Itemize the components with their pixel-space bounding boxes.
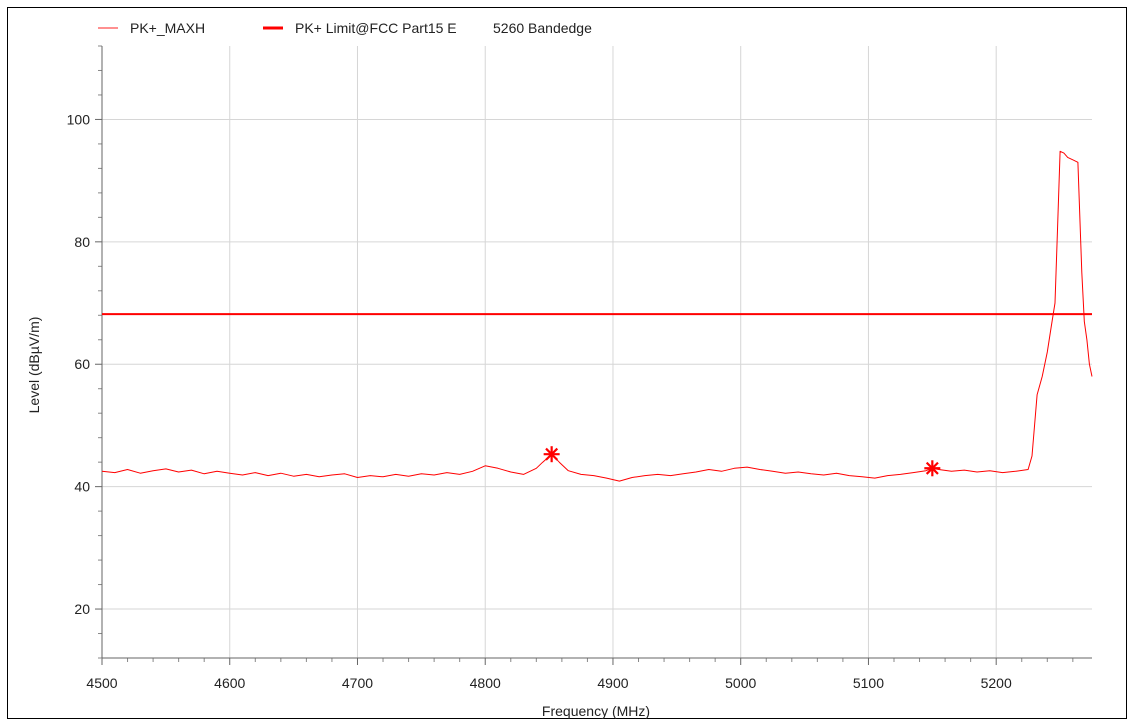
x-tick-label: 4900 bbox=[597, 675, 628, 691]
legend-label-limit: PK+ Limit@FCC Part15 E bbox=[295, 20, 457, 36]
x-tick-label: 4800 bbox=[470, 675, 501, 691]
y-axis-label: Level (dBµV/m) bbox=[26, 317, 42, 414]
legend-extra-label: 5260 Bandedge bbox=[493, 20, 592, 36]
legend: PK+_MAXH PK+ Limit@FCC Part15 E 5260 Ban… bbox=[98, 20, 592, 36]
series-line-maxh bbox=[101, 150, 1093, 482]
x-tick-label: 5000 bbox=[725, 675, 756, 691]
x-tick-label: 5100 bbox=[853, 675, 884, 691]
peak-marker-stroke bbox=[925, 461, 939, 475]
axes bbox=[95, 45, 1092, 665]
y-tick-label: 20 bbox=[74, 601, 90, 617]
tick-labels: 4500 4600 4700 4800 4900 5000 5100 5200 20 40 60 80… bbox=[67, 111, 1012, 691]
x-tick-label: 4600 bbox=[214, 675, 245, 691]
y-tick-label: 100 bbox=[67, 111, 91, 127]
x-tick-label: 4700 bbox=[342, 675, 373, 691]
y-tick-label: 60 bbox=[74, 356, 90, 372]
chart-frame bbox=[7, 7, 1127, 719]
peak-marker bbox=[924, 460, 941, 477]
x-tick-label: 4500 bbox=[86, 675, 117, 691]
peak-marker-stroke bbox=[545, 447, 559, 461]
legend-label-maxh: PK+_MAXH bbox=[130, 20, 205, 36]
x-tick-label: 5200 bbox=[981, 675, 1012, 691]
grid bbox=[101, 46, 1092, 658]
y-tick-label: 40 bbox=[74, 479, 90, 495]
series-layer bbox=[101, 150, 1093, 482]
markers-layer bbox=[543, 446, 941, 477]
x-axis-label: Frequency (MHz) bbox=[542, 703, 650, 719]
peak-marker bbox=[543, 446, 560, 463]
y-tick-label: 80 bbox=[74, 234, 90, 250]
